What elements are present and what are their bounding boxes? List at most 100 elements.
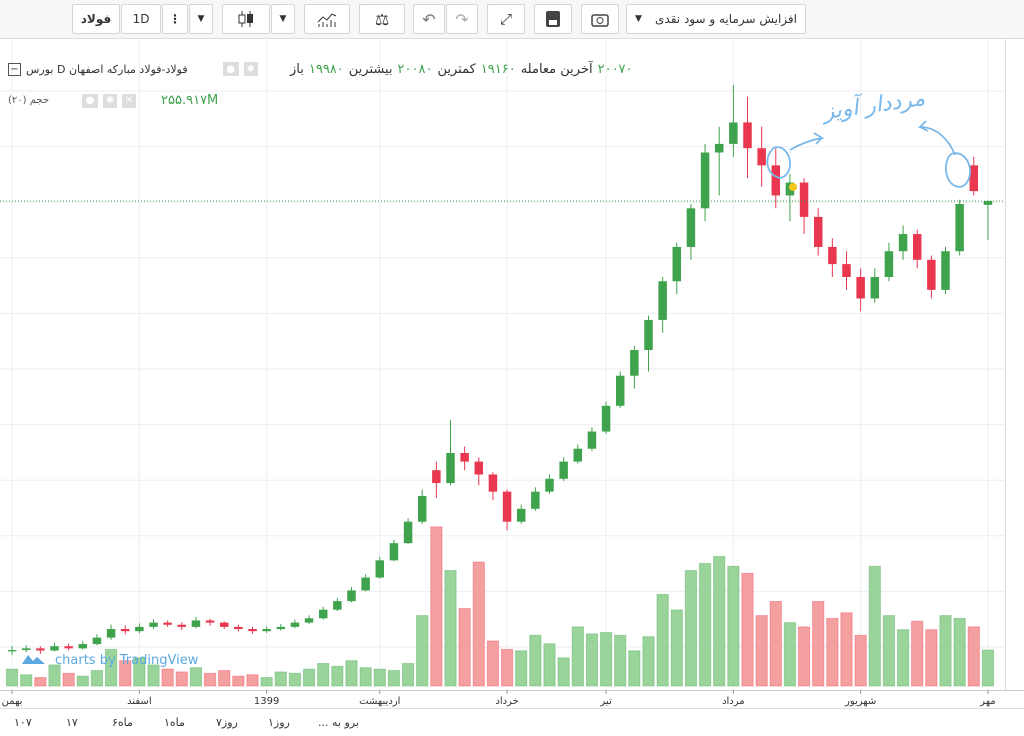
volume-bar xyxy=(896,629,910,687)
range-button[interactable]: ماه۱ xyxy=(164,715,185,729)
more-button[interactable]: ⋮ xyxy=(162,4,188,34)
ohlc-value: ۱۹۹۸۰ xyxy=(308,62,344,77)
candle-body xyxy=(799,182,809,217)
dropdown-button[interactable]: ▼ xyxy=(271,4,295,34)
candle-body xyxy=(92,637,102,645)
candle-body xyxy=(106,629,116,638)
compare-button[interactable]: ⚖ xyxy=(359,4,405,34)
volume-bar xyxy=(416,615,429,687)
volume-bar xyxy=(783,622,797,687)
candle-body xyxy=(446,453,455,484)
visibility-icon[interactable]: ● xyxy=(82,93,99,108)
candle-body xyxy=(177,624,187,627)
candle-body xyxy=(120,629,130,632)
symbol-button[interactable]: فولاد xyxy=(72,4,120,34)
range-button[interactable]: روز۱ xyxy=(268,715,290,729)
volume-bar xyxy=(741,572,754,687)
fullscreen-button[interactable]: ⤢ xyxy=(487,4,525,34)
volume-bar xyxy=(444,569,457,687)
candle-body xyxy=(219,622,229,627)
candle-body xyxy=(318,609,328,619)
volume-bar xyxy=(713,555,726,687)
events-dropdown[interactable]: ▼ افزایش سرمایه و سود نقدی xyxy=(626,4,806,34)
candle-body xyxy=(531,491,540,509)
volume-bar xyxy=(670,609,683,687)
volume-bar xyxy=(698,562,712,687)
volume-bar xyxy=(797,626,811,687)
chart-type-button[interactable] xyxy=(222,4,270,34)
volume-pane xyxy=(5,526,995,687)
volume-bar xyxy=(500,648,514,687)
candle-body xyxy=(163,622,172,625)
visibility-icon[interactable]: ● xyxy=(222,62,239,76)
candle-body xyxy=(276,626,286,630)
volume-bar xyxy=(967,626,980,687)
volume-bar xyxy=(48,664,61,687)
volume-bar xyxy=(515,650,528,687)
redo-button[interactable]: ↷ xyxy=(446,4,478,34)
settings-icon[interactable]: ✱ xyxy=(103,93,118,108)
volume-bar xyxy=(812,600,825,687)
indicators-button[interactable] xyxy=(304,4,350,34)
volume-bar xyxy=(769,600,782,687)
range-button[interactable]: ۱۷ xyxy=(66,715,78,729)
candle-body xyxy=(630,349,639,376)
range-button[interactable]: ... برو به xyxy=(318,715,359,729)
volume-bar xyxy=(599,631,613,687)
settings-icon[interactable]: ✱ xyxy=(243,62,258,76)
volume-bar xyxy=(684,569,698,687)
volume-bar xyxy=(90,670,104,687)
dropdown-arrow: ▼ xyxy=(635,14,642,24)
candle-body xyxy=(601,405,611,432)
candle-body xyxy=(743,122,752,149)
volume-bar xyxy=(430,526,443,687)
volume-bar xyxy=(20,674,33,687)
x-tick-label: تیر xyxy=(599,696,612,707)
volume-bar xyxy=(585,633,599,687)
candle-body xyxy=(361,577,370,591)
x-tick-label: مرداد xyxy=(722,696,745,707)
candle-body xyxy=(842,264,851,277)
candle-body xyxy=(615,375,625,406)
range-button[interactable]: روز۷ xyxy=(216,715,238,729)
save-button[interactable] xyxy=(534,4,572,34)
interval-button[interactable]: 1D xyxy=(121,4,161,34)
volume-bar xyxy=(133,657,146,687)
range-button[interactable]: ماه۶ xyxy=(112,715,133,729)
volume-bar xyxy=(232,675,245,687)
candle-body xyxy=(771,165,781,196)
volume-bar xyxy=(868,565,881,687)
candle-body xyxy=(729,122,738,144)
volume-bar xyxy=(571,626,584,687)
candle-body xyxy=(969,165,979,192)
dropdown-button[interactable]: ▼ xyxy=(189,4,213,34)
x-tick-label: اسفند xyxy=(127,696,151,707)
volume-bar xyxy=(5,668,19,687)
grid xyxy=(0,40,1005,690)
ohlc-value: ۲۰۰۷۰ xyxy=(597,62,633,77)
close-icon[interactable]: ✕ xyxy=(122,93,137,108)
volume-bar xyxy=(302,668,316,687)
volume-bar xyxy=(628,650,641,687)
candle-body xyxy=(813,216,823,247)
undo-button[interactable]: ↶ xyxy=(413,4,445,34)
volume-bar xyxy=(755,615,768,687)
snapshot-button[interactable] xyxy=(581,4,619,34)
volume-bar xyxy=(614,634,627,687)
candle-body xyxy=(333,601,342,610)
range-button[interactable]: ۱۰۷ xyxy=(14,715,32,729)
candle-body xyxy=(545,478,554,492)
candle-body xyxy=(927,259,936,290)
x-tick-label: شهریور xyxy=(844,696,876,707)
candle-body xyxy=(36,648,45,651)
volume-value: ۲۵۵.۹۱۷M xyxy=(161,93,219,108)
candle-body xyxy=(191,620,201,627)
candle-body xyxy=(347,590,356,602)
volume-bar xyxy=(331,665,344,687)
candle-body xyxy=(502,491,512,522)
volume-bar xyxy=(458,608,471,687)
candle-body xyxy=(78,644,88,649)
collapse-icon[interactable]: − xyxy=(8,62,21,76)
volume-bar xyxy=(34,677,47,687)
